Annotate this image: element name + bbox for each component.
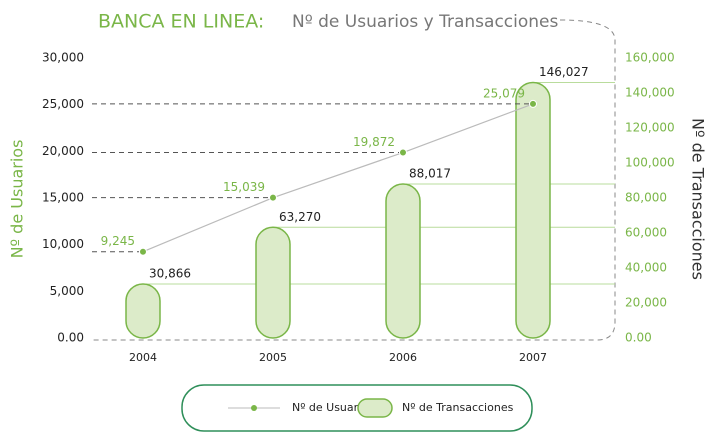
line-value-label: 15,039 xyxy=(223,180,265,194)
bar xyxy=(125,283,161,339)
bar-value-label: 88,017 xyxy=(409,166,451,180)
line xyxy=(142,103,534,253)
y2-axis-label: Nº de Transacciones xyxy=(689,118,708,280)
line-value-label: 9,245 xyxy=(101,234,135,248)
y2-tick-label: 60,000 xyxy=(625,226,667,240)
y-axis-label: Nº de Usuarios xyxy=(8,140,27,259)
legend-box xyxy=(181,384,533,432)
legend-label: Nº de Usuario xyxy=(292,401,368,414)
y2-tick-label: 140,000 xyxy=(625,86,675,100)
chart-title: BANCA EN LINEA: xyxy=(98,11,264,33)
x-tick-label: 2006 xyxy=(389,351,417,364)
y-tick-label: 25,000 xyxy=(42,97,84,111)
bar xyxy=(515,81,551,339)
line-point xyxy=(399,148,407,157)
x-tick-label: 2004 xyxy=(129,351,157,364)
y-tick-label: 5,000 xyxy=(50,284,84,298)
y2-tick-label: 80,000 xyxy=(625,191,667,205)
line-point xyxy=(529,99,537,108)
y2-tick-label: 160,000 xyxy=(625,51,675,65)
y-tick-label: 0.00 xyxy=(57,331,84,345)
bar-value-label: 63,270 xyxy=(279,210,321,224)
line-value-label: 19,872 xyxy=(353,135,395,149)
line-point xyxy=(269,193,277,202)
y-tick-label: 30,000 xyxy=(42,51,84,65)
x-tick-label: 2007 xyxy=(519,351,547,364)
line-point xyxy=(139,247,147,256)
y2-tick-label: 20,000 xyxy=(625,296,667,310)
legend-swatch xyxy=(357,398,393,418)
y-tick-label: 15,000 xyxy=(42,191,84,205)
legend-label: Nº de Transacciones xyxy=(402,401,514,414)
y-tick-label: 20,000 xyxy=(42,144,84,158)
x-tick-label: 2005 xyxy=(259,351,287,364)
y2-tick-label: 100,000 xyxy=(625,156,675,170)
y2-tick-label: 0.00 xyxy=(625,331,652,345)
chart-subtitle: Nº de Usuarios y Transacciones xyxy=(292,12,559,32)
line-value-label: 25,079 xyxy=(483,86,525,100)
y2-tick-label: 40,000 xyxy=(625,261,667,275)
y2-tick-label: 120,000 xyxy=(625,121,675,135)
frame xyxy=(92,19,616,341)
y-tick-label: 10,000 xyxy=(42,237,84,251)
bar xyxy=(255,226,291,339)
bar-value-label: 146,027 xyxy=(539,65,589,79)
bar xyxy=(385,183,421,339)
legend-point xyxy=(251,405,257,411)
bar-value-label: 30,866 xyxy=(149,266,191,280)
